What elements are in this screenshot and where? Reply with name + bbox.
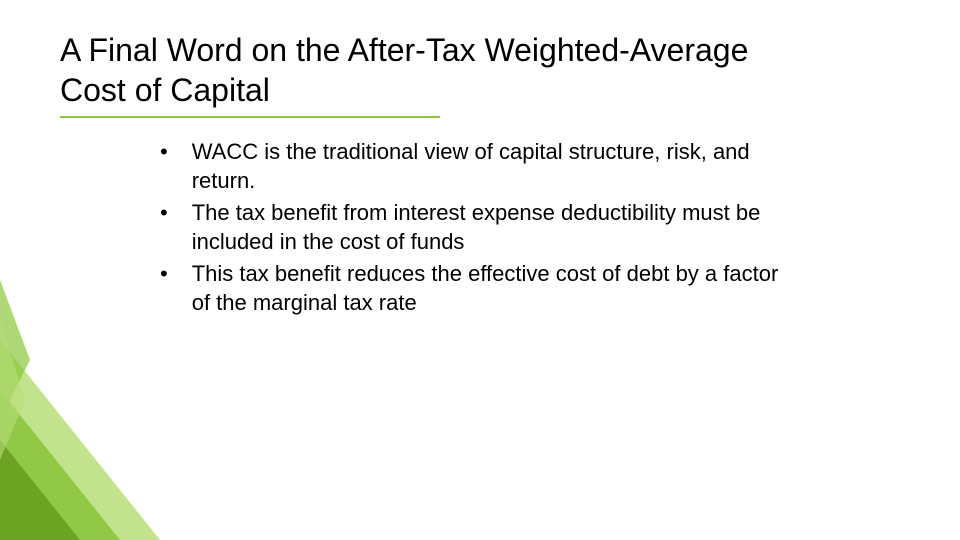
bullet-list: • WACC is the traditional view of capita… <box>160 138 800 318</box>
list-item: • WACC is the traditional view of capita… <box>160 138 800 195</box>
bullet-text: WACC is the traditional view of capital … <box>192 138 800 195</box>
bullet-text: This tax benefit reduces the effective c… <box>192 260 800 317</box>
corner-decoration <box>0 280 200 540</box>
list-item: • This tax benefit reduces the effective… <box>160 260 800 317</box>
slide-title: A Final Word on the After-Tax Weighted-A… <box>60 30 780 110</box>
slide-container: A Final Word on the After-Tax Weighted-A… <box>0 0 960 540</box>
list-item: • The tax benefit from interest expense … <box>160 199 800 256</box>
title-underline <box>60 116 440 118</box>
bullet-icon: • <box>160 138 168 167</box>
bullet-icon: • <box>160 260 168 289</box>
bullet-text: The tax benefit from interest expense de… <box>192 199 800 256</box>
bullet-icon: • <box>160 199 168 228</box>
